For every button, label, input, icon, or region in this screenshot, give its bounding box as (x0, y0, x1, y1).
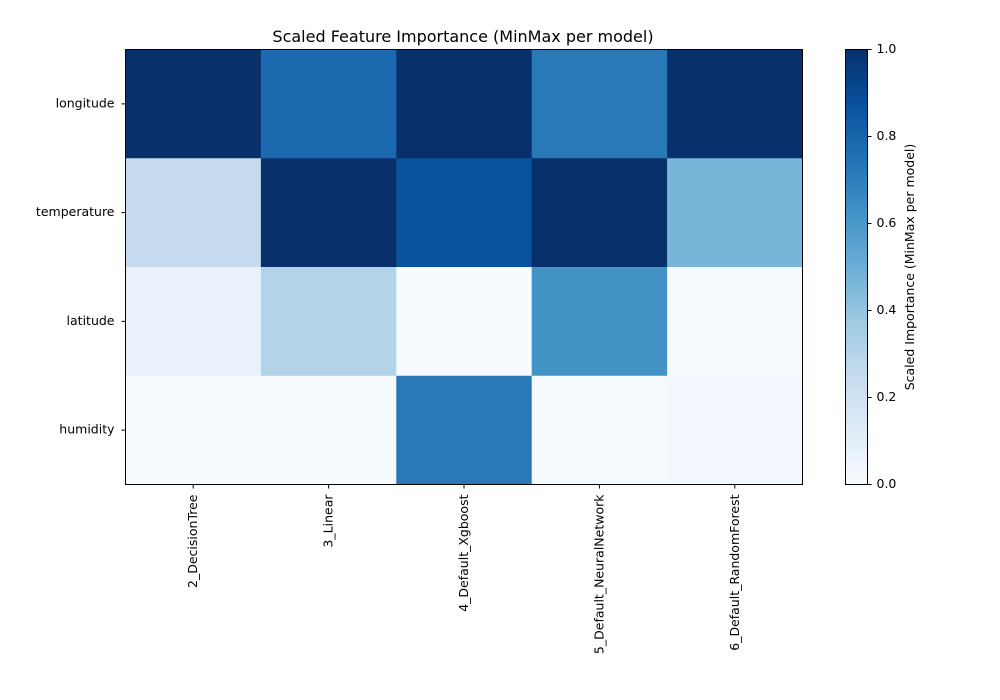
y-tick-label: longitude (56, 95, 115, 110)
colorbar (845, 49, 868, 485)
heatmap-cell (260, 158, 397, 268)
x-tick-label: 5_Default_NeuralNetwork (591, 494, 606, 654)
heatmap-cell (667, 267, 803, 377)
colorbar-tick-label: 0.8 (877, 128, 897, 143)
y-tick-label: latitude (67, 313, 115, 328)
heatmap-cell (531, 267, 668, 377)
heatmap-cell (531, 375, 668, 485)
heatmap-cell (667, 49, 803, 159)
colorbar-label: Scaled Importance (MinMax per model) (902, 144, 917, 391)
colorbar-tick-label: 0.4 (877, 302, 897, 317)
colorbar-tick-label: 1.0 (877, 41, 897, 56)
x-tick-label: 4_Default_Xgboost (456, 494, 471, 611)
heatmap-cell (396, 49, 533, 159)
heatmap-cell (531, 158, 668, 268)
heatmap-cell (396, 375, 533, 485)
colorbar-tick-label: 0.0 (877, 476, 897, 491)
heatmap-cell (125, 375, 262, 485)
y-tick-label: humidity (59, 422, 115, 437)
colorbar-axis: 0.0 0.2 0.4 0.6 0.8 1.0 (867, 41, 897, 491)
heatmap-cells (125, 49, 803, 485)
colorbar-tick-label: 0.2 (877, 389, 897, 404)
y-tick-label: temperature (36, 204, 115, 219)
chart-title: Scaled Feature Importance (MinMax per mo… (272, 27, 653, 46)
heatmap-cell (396, 158, 533, 268)
heatmap-cell (396, 267, 533, 377)
x-tick-label: 6_Default_RandomForest (727, 494, 742, 650)
heatmap-cell (531, 49, 668, 159)
x-tick-label: 3_Linear (321, 494, 336, 548)
heatmap-cell (125, 158, 262, 268)
heatmap-cell (260, 49, 397, 159)
heatmap-cell (667, 375, 803, 485)
heatmap-cell (125, 267, 262, 377)
y-axis: longitude temperature latitude humidity (36, 95, 126, 437)
x-axis: 2_DecisionTree 3_Linear 4_Default_Xgboost 5… (185, 484, 742, 654)
colorbar-tick-label: 0.6 (877, 215, 897, 230)
heatmap-cell (667, 158, 803, 268)
heatmap-cell (125, 49, 262, 159)
heatmap-cell (260, 267, 397, 377)
heatmap-cell (260, 375, 397, 485)
x-tick-label: 2_DecisionTree (185, 494, 200, 588)
